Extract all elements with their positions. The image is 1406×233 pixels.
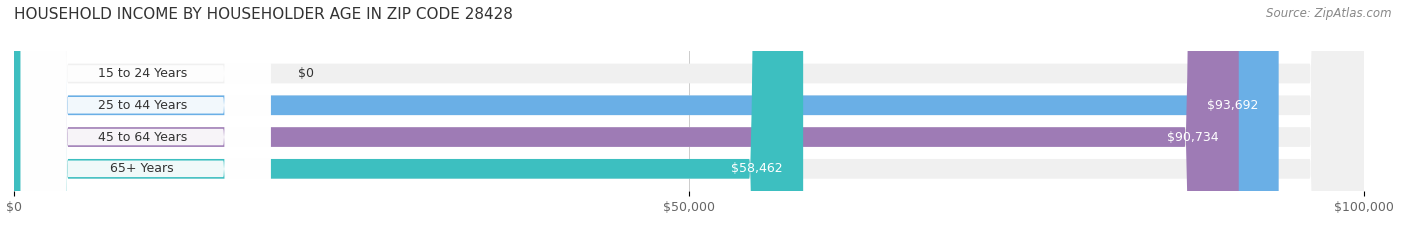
Text: Source: ZipAtlas.com: Source: ZipAtlas.com bbox=[1267, 7, 1392, 20]
Text: $58,462: $58,462 bbox=[731, 162, 783, 175]
FancyBboxPatch shape bbox=[21, 0, 270, 233]
FancyBboxPatch shape bbox=[14, 0, 1364, 233]
FancyBboxPatch shape bbox=[14, 0, 1239, 233]
Text: $0: $0 bbox=[298, 67, 314, 80]
Text: $90,734: $90,734 bbox=[1167, 130, 1219, 144]
FancyBboxPatch shape bbox=[14, 0, 1364, 233]
FancyBboxPatch shape bbox=[14, 0, 1364, 233]
FancyBboxPatch shape bbox=[14, 0, 803, 233]
Text: $93,692: $93,692 bbox=[1208, 99, 1258, 112]
Text: 15 to 24 Years: 15 to 24 Years bbox=[97, 67, 187, 80]
FancyBboxPatch shape bbox=[21, 0, 270, 233]
Text: 45 to 64 Years: 45 to 64 Years bbox=[97, 130, 187, 144]
Text: 65+ Years: 65+ Years bbox=[111, 162, 174, 175]
Text: HOUSEHOLD INCOME BY HOUSEHOLDER AGE IN ZIP CODE 28428: HOUSEHOLD INCOME BY HOUSEHOLDER AGE IN Z… bbox=[14, 7, 513, 22]
FancyBboxPatch shape bbox=[21, 0, 270, 233]
FancyBboxPatch shape bbox=[14, 0, 1364, 233]
Text: 25 to 44 Years: 25 to 44 Years bbox=[97, 99, 187, 112]
FancyBboxPatch shape bbox=[21, 0, 270, 233]
FancyBboxPatch shape bbox=[14, 0, 1278, 233]
